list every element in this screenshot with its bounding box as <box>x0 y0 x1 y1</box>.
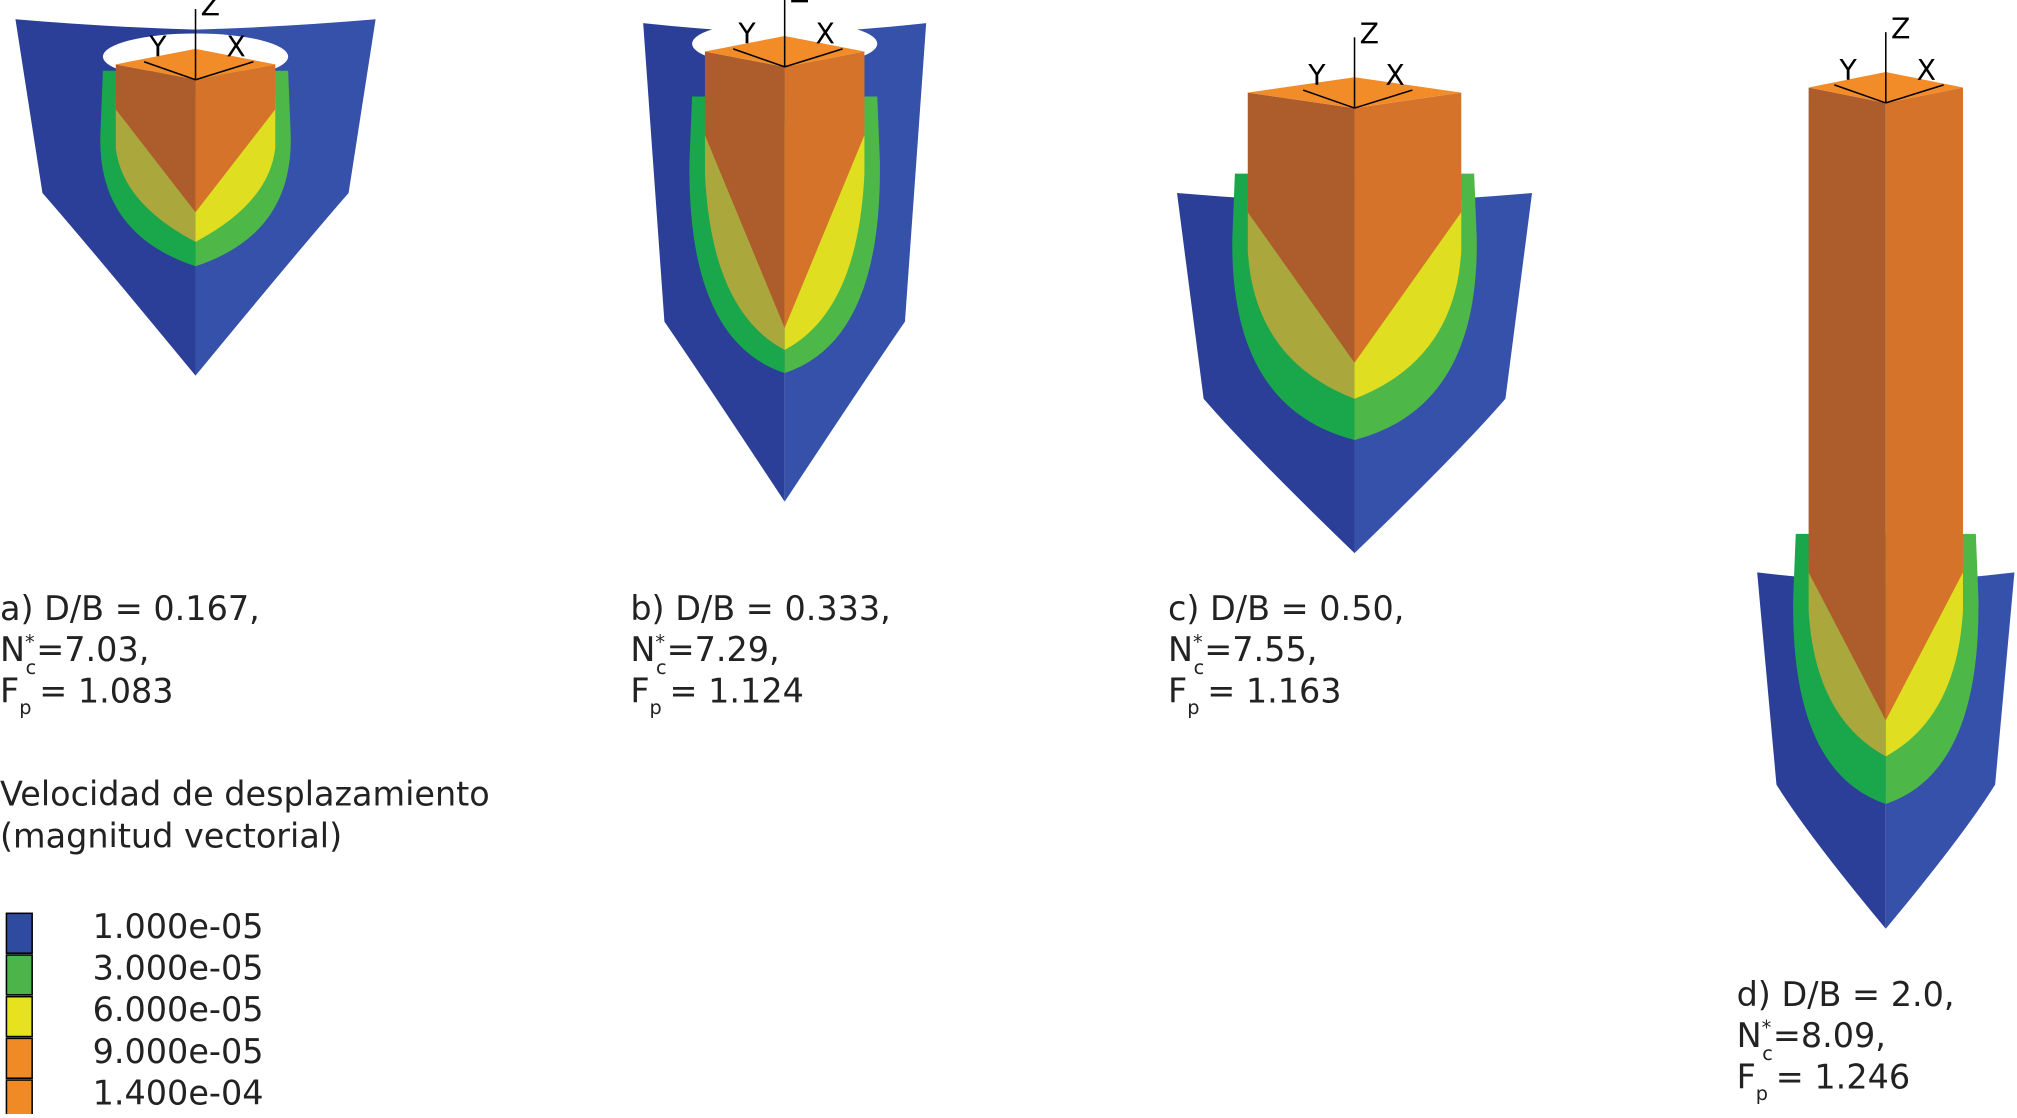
caption-nc: N* c=7.03, <box>0 630 149 679</box>
nc-sup: * <box>1193 630 1203 653</box>
footing-left <box>704 51 785 329</box>
legend-swatch <box>5 995 33 1038</box>
caption-nc: N* c=7.55, <box>1168 630 1317 679</box>
axis-x <box>784 48 843 68</box>
axis-y <box>1302 89 1355 109</box>
footing-left <box>1247 92 1355 363</box>
legend-swatch <box>5 1037 33 1080</box>
legend-swatch <box>5 1079 33 1118</box>
caption-nc: N* c=8.09, <box>1737 1016 1886 1065</box>
footing-left <box>115 64 196 213</box>
nc-symbol: N <box>1737 1016 1762 1055</box>
axis-label-z: Z <box>1360 18 1379 51</box>
axis-label-x: X <box>816 18 835 51</box>
caption-line: d) D/B = 2.0, <box>1737 975 1955 1014</box>
caption-nc: N* c=7.29, <box>630 630 779 679</box>
mechanism: Z Y X <box>1757 13 2015 929</box>
nc-symbol: N <box>1168 630 1193 669</box>
legend-label: 6.000e-05 <box>93 990 264 1029</box>
nc-sub: c <box>656 656 667 679</box>
legend-title: Velocidad de desplazamiento <box>0 774 490 813</box>
nc-sub: c <box>1194 656 1205 679</box>
nc-value: =7.29, <box>667 630 780 669</box>
mechanism: Z Y X <box>15 0 376 376</box>
fp-sub: p <box>1756 1082 1768 1105</box>
nc-value: =7.55, <box>1204 630 1317 669</box>
fp-value: = 1.163 <box>1207 671 1341 710</box>
axis-x <box>195 61 254 81</box>
axis-label-x: X <box>1917 54 1936 87</box>
axis-label-y: Y <box>737 18 756 51</box>
caption-line: b) D/B = 0.333, <box>630 589 890 628</box>
legend-title: (magnitud vectorial) <box>0 817 342 856</box>
footing-right <box>784 51 865 329</box>
axis-label-z: Z <box>1891 13 1910 46</box>
axis-label-y: Y <box>148 31 167 64</box>
legend-label: 9.000e-05 <box>93 1032 264 1071</box>
fp-value: = 1.246 <box>1776 1057 1910 1096</box>
nc-value: =8.09, <box>1773 1016 1886 1055</box>
legend-swatch <box>5 954 33 996</box>
axis-x <box>1885 84 1944 104</box>
axis-label-y: Y <box>1838 54 1857 87</box>
caption-fp: Fp = 1.083 <box>0 671 174 719</box>
legend-label: 1.000e-05 <box>93 907 264 946</box>
nc-sub: c <box>1762 1042 1773 1065</box>
fp-value: = 1.124 <box>670 671 804 710</box>
footing-right <box>1885 87 1963 721</box>
caption-fp: Fp = 1.124 <box>630 671 804 719</box>
caption-fp: Fp = 1.246 <box>1737 1057 1911 1105</box>
mechanism: Z Y X <box>1177 18 1533 554</box>
axis-label-z: Z <box>790 0 809 10</box>
nc-sup: * <box>1762 1016 1772 1039</box>
fp-sub: p <box>650 696 662 719</box>
axis-y <box>143 61 196 81</box>
nc-symbol: N <box>0 630 25 669</box>
caption-fp: Fp = 1.163 <box>1168 671 1342 719</box>
fp-value: = 1.083 <box>39 671 173 710</box>
nc-value: =7.03, <box>36 630 149 669</box>
nc-sup: * <box>655 630 665 653</box>
axis-label-x: X <box>226 31 245 64</box>
fp-symbol: F <box>1737 1057 1756 1096</box>
nc-sup: * <box>25 630 35 653</box>
footing-left <box>1808 87 1886 721</box>
axis-y <box>1834 84 1887 104</box>
mechanism: Z Y X <box>643 0 927 502</box>
footing-right <box>1354 92 1462 363</box>
caption-line: c) D/B = 0.50, <box>1168 589 1404 628</box>
legend-label: 3.000e-05 <box>93 948 264 987</box>
nc-sub: c <box>26 656 37 679</box>
caption-line: a) D/B = 0.167, <box>0 589 260 628</box>
legend-label: 1.400e-04 <box>93 1073 264 1112</box>
axis-label-y: Y <box>1307 59 1326 92</box>
axis-y <box>732 48 785 68</box>
legend-swatch <box>5 912 33 954</box>
fp-symbol: F <box>0 671 19 710</box>
axis-x <box>1354 89 1413 109</box>
fp-symbol: F <box>630 671 649 710</box>
nc-symbol: N <box>630 630 655 669</box>
axis-label-x: X <box>1385 59 1404 92</box>
fp-sub: p <box>19 696 31 719</box>
footing-right <box>195 64 276 213</box>
fp-sub: p <box>1187 696 1199 719</box>
fp-symbol: F <box>1168 671 1187 710</box>
axis-label-z: Z <box>201 0 220 22</box>
